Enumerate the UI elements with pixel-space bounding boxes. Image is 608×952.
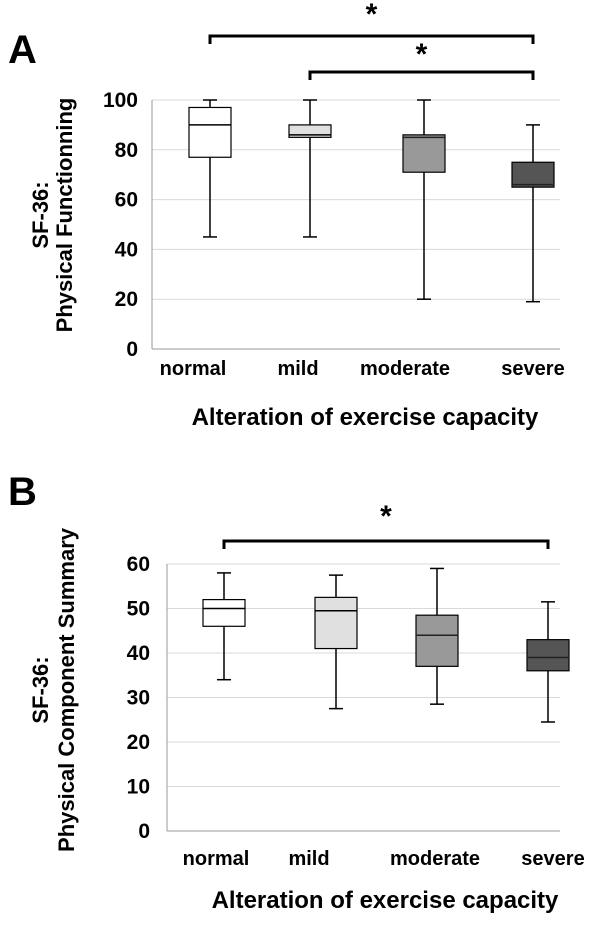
- panel-b-y-axis-title-line2: Physical Component Summary: [54, 527, 79, 852]
- panel-a-significance-bracket: [308, 70, 535, 80]
- panel-b-box-iqr: [314, 596, 358, 650]
- panel-b-significance-bracket: [222, 539, 550, 549]
- panel-b-ytick-label: 10: [127, 776, 150, 799]
- panel-b-label: B: [8, 470, 37, 514]
- panel-b-category-label: normal: [183, 848, 250, 870]
- panel-a-significance-bracket: [208, 34, 535, 44]
- panel-b-ytick-label: 40: [127, 642, 150, 665]
- panel-b-ytick-label: 60: [127, 553, 150, 576]
- panel-a-label: A: [8, 28, 37, 72]
- panel-a-category-label: normal: [160, 358, 227, 380]
- panel-a-ytick-label: 80: [115, 139, 138, 162]
- panel-a-ytick-label: 0: [126, 338, 138, 361]
- panel-b-significance-star: *: [380, 500, 392, 533]
- panel-a-box-iqr: [511, 161, 555, 188]
- panel-a-ytick-label: 100: [103, 89, 138, 112]
- panel-a-x-axis-title: Alteration of exercise capacity: [192, 404, 539, 431]
- panel-a-significance-star: *: [416, 38, 428, 71]
- panel-a-box-iqr: [402, 134, 446, 173]
- panel-a-category-label: moderate: [360, 358, 450, 380]
- panel-a-ytick-label: 40: [115, 238, 138, 261]
- panel-b-box-iqr: [202, 598, 246, 627]
- panel-b-y-axis-title-line1: SF-36:: [28, 656, 53, 723]
- panel-a-category-label: mild: [277, 358, 318, 380]
- panel-b-ytick-label: 30: [127, 687, 150, 710]
- panel-a-y-axis-title-line1: SF-36:: [28, 181, 53, 248]
- panel-b-ytick-label: 20: [127, 731, 150, 754]
- panel-a-category-label: severe: [501, 358, 564, 380]
- panel-b-ytick-label: 0: [138, 820, 150, 843]
- panel-b-ytick-label: 50: [127, 598, 150, 621]
- panel-a-ytick-label: 60: [115, 189, 138, 212]
- panel-a-y-axis-title-line2: Physical Functionning: [52, 98, 77, 333]
- panel-b-box-iqr: [526, 639, 570, 672]
- panel-b-category-label: mild: [288, 848, 329, 870]
- panel-b-category-label: moderate: [390, 848, 480, 870]
- panel-a-ytick-label: 20: [115, 288, 138, 311]
- panel-b-box-iqr: [415, 614, 459, 667]
- panel-b-x-axis-title: Alteration of exercise capacity: [212, 887, 559, 914]
- panel-a-significance-star: *: [366, 0, 378, 31]
- panel-a-box-iqr: [188, 106, 232, 158]
- panel-b-category-label: severe: [521, 848, 584, 870]
